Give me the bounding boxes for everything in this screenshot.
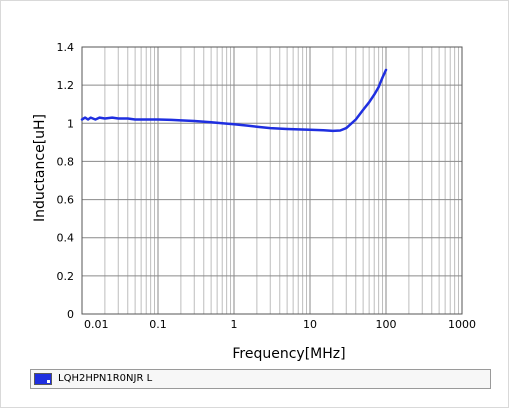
- y-tick-label: 0.2: [57, 270, 75, 283]
- legend-swatch-dot: [47, 380, 50, 383]
- x-tick-label: 10: [303, 318, 317, 331]
- y-tick-label: 0.8: [57, 155, 75, 168]
- x-tick-label: 1: [231, 318, 238, 331]
- x-tick-label: 0.01: [84, 318, 109, 331]
- plot-area: [81, 46, 463, 315]
- y-tick-label: 1.4: [57, 41, 75, 54]
- tick-labels: 0.01 0.1 1 10 100 1000 0 0.2 0.4 0.6 0.8 1 1.2 1.4: [57, 41, 477, 331]
- grid-lines: [81, 46, 462, 315]
- x-tick-label: 0.1: [149, 318, 167, 331]
- y-tick-label: 1.2: [57, 79, 75, 92]
- y-tick-label: 0.6: [57, 194, 75, 207]
- series-layer: [80, 68, 388, 133]
- y-tick-label: 0.4: [57, 232, 75, 245]
- x-tick-label: 1000: [448, 318, 476, 331]
- series-line: [80, 68, 388, 133]
- y-axis-label: Inductance[uH]: [32, 114, 48, 222]
- y-tick-label: 0: [67, 308, 74, 321]
- x-tick-label: 100: [376, 318, 397, 331]
- legend: LQH2HPN1R0NJR L: [30, 369, 491, 389]
- y-tick-label: 1: [67, 117, 74, 130]
- x-axis-label: Frequency[MHz]: [232, 346, 345, 362]
- legend-swatch[interactable]: [34, 373, 52, 385]
- legend-label: LQH2HPN1R0NJR L: [58, 373, 153, 384]
